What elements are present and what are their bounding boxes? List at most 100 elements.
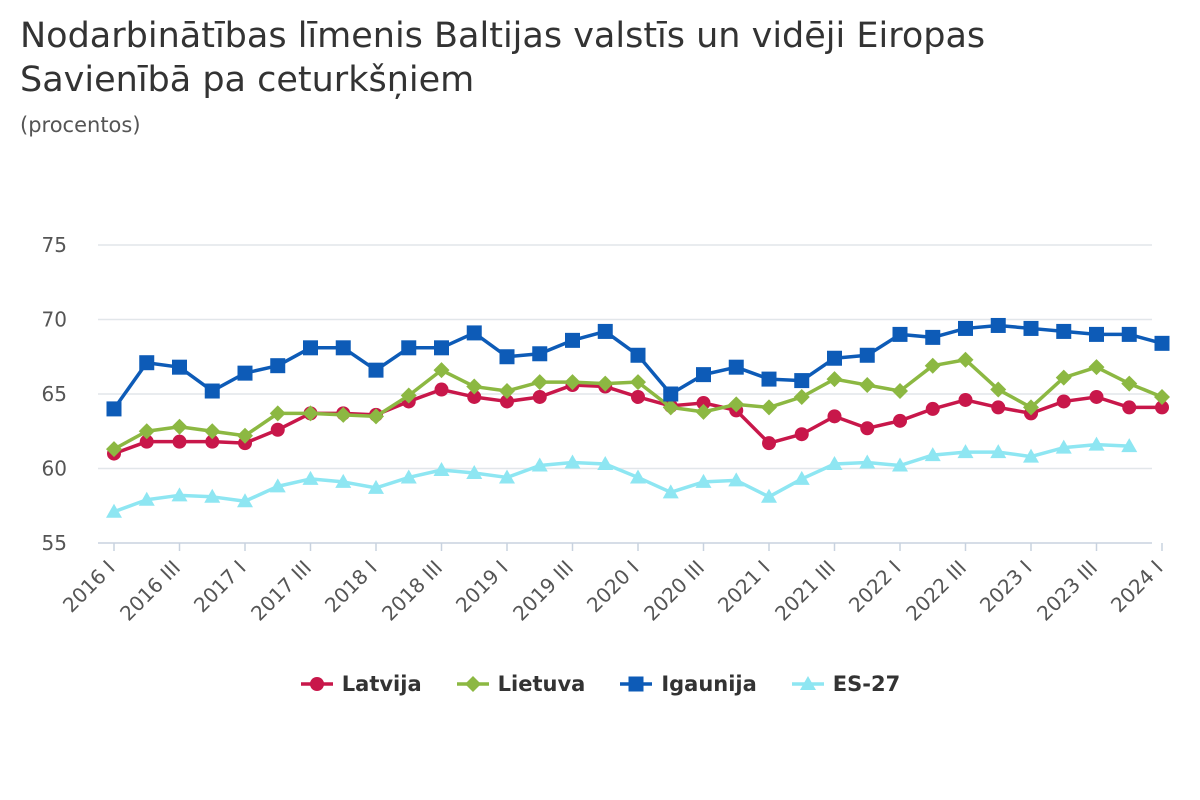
data-point[interactable] — [1088, 359, 1105, 376]
data-point[interactable] — [1122, 400, 1137, 415]
data-point[interactable] — [762, 436, 776, 451]
data-point[interactable] — [532, 389, 547, 404]
data-point[interactable] — [335, 406, 352, 423]
data-point[interactable] — [793, 470, 810, 485]
data-point[interactable] — [499, 349, 515, 365]
data-point[interactable] — [631, 389, 645, 404]
data-point[interactable] — [106, 401, 122, 417]
data-point[interactable] — [138, 491, 155, 506]
data-point[interactable] — [466, 464, 483, 479]
data-point[interactable] — [662, 399, 679, 416]
data-point[interactable] — [1089, 326, 1104, 342]
data-point[interactable] — [1121, 326, 1137, 342]
data-point[interactable] — [892, 326, 908, 342]
legend-item-lietuva[interactable]: Lietuva — [456, 672, 585, 696]
data-point[interactable] — [925, 329, 941, 345]
data-point[interactable] — [696, 395, 711, 410]
data-point[interactable] — [400, 469, 417, 484]
data-point[interactable] — [270, 422, 285, 437]
data-point[interactable] — [696, 367, 711, 383]
data-point[interactable] — [695, 403, 712, 420]
data-point[interactable] — [204, 488, 221, 503]
data-point[interactable] — [957, 444, 974, 459]
data-point[interactable] — [434, 382, 449, 397]
data-point[interactable] — [433, 461, 450, 476]
data-point[interactable] — [467, 389, 482, 404]
data-point[interactable] — [924, 357, 941, 374]
data-point[interactable] — [1121, 438, 1138, 453]
data-point[interactable] — [106, 503, 122, 518]
data-point[interactable] — [695, 473, 712, 488]
data-point[interactable] — [1055, 439, 1072, 454]
data-point[interactable] — [466, 378, 483, 395]
chart-legend[interactable]: Latvija Lietuva Igaunija ES-27 — [0, 672, 1200, 696]
data-point[interactable] — [1023, 320, 1039, 336]
data-point[interactable] — [663, 386, 679, 402]
data-point[interactable] — [826, 371, 843, 388]
data-point[interactable] — [565, 332, 580, 348]
data-point[interactable] — [597, 375, 614, 392]
data-point[interactable] — [368, 479, 384, 494]
legend-item-latvija[interactable]: Latvija — [300, 672, 422, 696]
data-point[interactable] — [139, 355, 155, 371]
data-point[interactable] — [761, 399, 777, 416]
data-point[interactable] — [335, 340, 351, 356]
data-point[interactable] — [139, 434, 154, 449]
data-point[interactable] — [205, 434, 220, 449]
data-point[interactable] — [400, 387, 417, 404]
data-point[interactable] — [893, 413, 907, 428]
data-point[interactable] — [892, 457, 908, 472]
data-point[interactable] — [827, 350, 842, 366]
data-point[interactable] — [302, 405, 319, 422]
data-point[interactable] — [958, 320, 973, 336]
data-point[interactable] — [237, 365, 253, 381]
data-point[interactable] — [204, 383, 220, 399]
data-point[interactable] — [564, 374, 581, 391]
data-point[interactable] — [827, 409, 842, 424]
data-point[interactable] — [793, 388, 810, 405]
data-point[interactable] — [302, 470, 319, 485]
data-point[interactable] — [1121, 375, 1138, 392]
data-point[interactable] — [761, 488, 777, 503]
data-point[interactable] — [859, 347, 875, 363]
data-point[interactable] — [138, 423, 155, 440]
data-point[interactable] — [1023, 399, 1039, 416]
data-point[interactable] — [1089, 389, 1104, 404]
data-point[interactable] — [860, 421, 875, 436]
data-point[interactable] — [106, 441, 122, 458]
data-point[interactable] — [564, 454, 581, 469]
legend-item-es-27[interactable]: ES-27 — [791, 672, 900, 696]
data-point[interactable] — [531, 457, 548, 472]
data-point[interactable] — [269, 478, 286, 493]
data-point[interactable] — [794, 373, 810, 389]
data-point[interactable] — [958, 392, 973, 407]
data-point[interactable] — [630, 374, 646, 391]
data-point[interactable] — [172, 434, 187, 449]
data-point[interactable] — [925, 401, 940, 416]
data-point[interactable] — [761, 371, 777, 387]
data-point[interactable] — [1055, 369, 1072, 386]
data-point[interactable] — [237, 493, 253, 508]
data-point[interactable] — [171, 487, 188, 502]
data-point[interactable] — [990, 444, 1007, 459]
data-point[interactable] — [401, 340, 417, 356]
data-point[interactable] — [728, 472, 745, 487]
data-point[interactable] — [892, 383, 908, 400]
data-point[interactable] — [368, 408, 384, 425]
data-point[interactable] — [630, 347, 646, 363]
data-point[interactable] — [500, 394, 514, 409]
data-point[interactable] — [859, 377, 876, 394]
data-point[interactable] — [269, 405, 286, 422]
data-point[interactable] — [1155, 400, 1169, 415]
data-point[interactable] — [990, 317, 1006, 333]
data-point[interactable] — [597, 323, 613, 339]
data-point[interactable] — [303, 340, 318, 356]
data-point[interactable] — [1154, 388, 1170, 405]
data-point[interactable] — [991, 400, 1006, 415]
data-point[interactable] — [597, 456, 614, 471]
data-point[interactable] — [335, 473, 352, 488]
data-point[interactable] — [1088, 436, 1105, 451]
data-point[interactable] — [204, 423, 221, 440]
data-point[interactable] — [924, 447, 941, 462]
data-point[interactable] — [171, 418, 188, 435]
